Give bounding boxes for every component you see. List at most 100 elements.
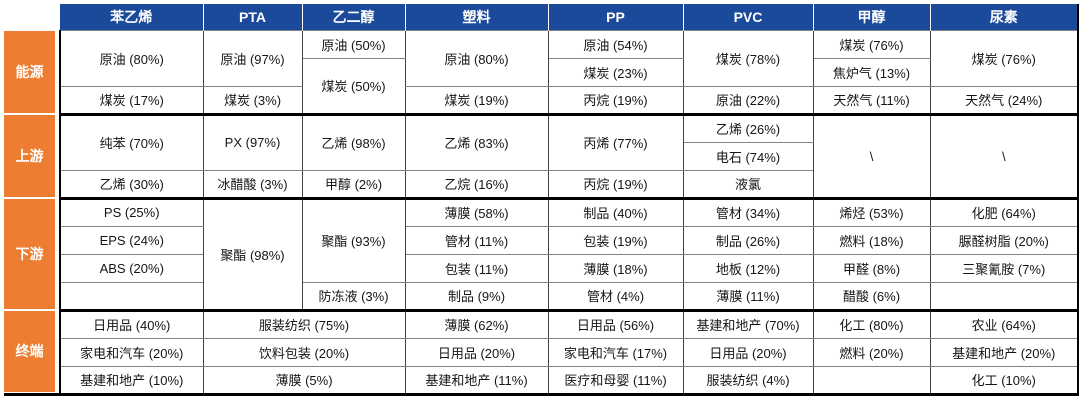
cell-energy-pvc-0: 煤炭 (78%) [682,29,814,87]
cell-terminal-pvc-2: 服装纺织 (4%) [682,365,814,395]
cell-upstream-pp-1: 丙烷 (19%) [547,169,684,199]
cell-downstream-pvc-1: 制品 (26%) [682,225,814,255]
cell-downstream-plastics-3: 制品 (9%) [404,281,549,311]
cell-energy-urea-0: 煤炭 (76%) [929,29,1079,87]
cell-energy-styrene-1: 煤炭 (17%) [59,85,204,115]
cell-downstream-urea-1: 脲醛树脂 (20%) [929,225,1079,255]
cell-downstream-pp-3: 管材 (4%) [547,281,684,311]
cell-downstream-pvc-3: 薄膜 (11%) [682,281,814,311]
section-label-upstream: 上游 [4,114,60,198]
cell-upstream-styrene-0: 纯苯 (70%) [59,112,204,171]
table-row: 基建和地产 (10%) 薄膜 (5%) 基建和地产 (11%) 医疗和母婴 (1… [4,365,1079,395]
cell-terminal-styrene-2: 基建和地产 (10%) [59,365,204,395]
table-row: 下游 PS (25%) 聚酯 (98%) 聚酯 (93%) 薄膜 (58%) 制… [4,196,1079,311]
cell-terminal-pp-2: 医疗和母婴 (11%) [547,365,684,395]
cell-downstream-plastics-1: 管材 (11%) [404,225,549,255]
header-row: 苯乙烯 PTA 乙二醇 塑料 PP PVC 甲醇 尿素 [4,4,1079,30]
cell-upstream-pta-0: PX (97%) [202,112,303,171]
cell-terminal-styrene-0: 日用品 (40%) [59,308,204,339]
cell-terminal-plastics-1: 日用品 (20%) [404,337,549,367]
cell-energy-plastics-0: 原油 (80%) [404,29,549,87]
table-row: 电石 (74%) [4,141,1078,171]
table-row: 能源 原油 (80%) 原油 (97%) 原油 (50%) 原油 (80%) 原… [4,29,1079,114]
cell-downstream-styrene-1: EPS (24%) [59,225,204,255]
cell-downstream-meg-0: 聚酯 (93%) [301,196,406,283]
section-label-terminal: 终端 [4,310,60,394]
cell-downstream-methanol-2: 甲醛 (8%) [812,253,931,283]
cell-upstream-plastics-1: 乙烷 (16%) [404,169,549,199]
cell-upstream-methanol-0: \ [812,112,931,199]
cell-downstream-pp-2: 薄膜 (18%) [547,253,684,283]
cell-downstream-pp-1: 包装 (19%) [547,225,684,255]
cell-energy-plastics-1: 煤炭 (19%) [404,85,549,115]
cell-energy-methanol-2: 天然气 (11%) [812,85,931,115]
cell-upstream-urea-0: \ [929,112,1079,199]
cell-downstream-plastics-2: 包装 (11%) [404,253,549,283]
cell-upstream-pvc-2: 液氯 [682,169,814,199]
table-row: 家电和汽车 (20%) 饮料包装 (20%) 日用品 (20%) 家电和汽车 (… [4,337,1079,367]
cell-downstream-urea-0: 化肥 (64%) [929,196,1079,227]
corner-cell [4,4,60,30]
table-row: 防冻液 (3%) 制品 (9%) 管材 (4%) 薄膜 (11%) 醋酸 (6%… [4,281,1079,311]
cell-upstream-pp-0: 丙烯 (77%) [547,112,684,171]
cell-downstream-methanol-0: 烯烃 (53%) [812,196,931,227]
cell-terminal-pp-0: 日用品 (56%) [547,308,684,339]
table-row: 煤炭 (17%) 煤炭 (3%) 煤炭 (19%) 丙烷 (19%) 原油 (2… [4,85,1079,115]
cell-upstream-meg-0: 乙烯 (98%) [301,112,406,171]
cell-downstream-urea-3 [929,281,1079,311]
cell-energy-methanol-0: 煤炭 (76%) [812,29,931,59]
cell-terminal-pvc-1: 日用品 (20%) [682,337,814,367]
cell-downstream-plastics-0: 薄膜 (58%) [404,196,549,227]
cell-upstream-plastics-0: 乙烯 (83%) [404,112,549,171]
cell-downstream-styrene-2: ABS (20%) [59,253,204,283]
cell-upstream-pvc-0: 乙烯 (26%) [682,112,814,143]
cell-terminal-urea-0: 农业 (64%) [929,308,1079,339]
cell-energy-styrene-0: 原油 (80%) [59,29,204,87]
cell-terminal-methanol-2 [812,365,931,395]
section-label-block: 下游 [4,199,55,309]
column-header-urea: 尿素 [929,4,1079,30]
cell-terminal-urea-2: 化工 (10%) [929,365,1079,395]
cell-downstream-methanol-1: 燃料 (18%) [812,225,931,255]
cell-downstream-pp-0: 制品 (40%) [547,196,684,227]
cell-energy-methanol-1: 焦炉气 (13%) [812,57,931,87]
section-label-energy: 能源 [4,30,60,114]
cell-terminal-plastics-0: 薄膜 (62%) [404,308,549,339]
cell-energy-pvc-1: 原油 (22%) [682,85,814,115]
cell-terminal-methanol-0: 化工 (80%) [812,308,931,339]
cell-terminal-pta-meg-2: 薄膜 (5%) [202,365,406,395]
table-row: 煤炭 (50%) 煤炭 (23%) 焦炉气 (13%) [4,57,1078,115]
cell-energy-pp-0: 原油 (54%) [547,29,684,59]
section-label-block: 能源 [4,31,55,113]
cell-terminal-styrene-1: 家电和汽车 (20%) [59,337,204,367]
section-label-block: 终端 [4,311,55,392]
cell-downstream-pta-0: 聚酯 (98%) [202,196,303,311]
cell-terminal-pp-1: 家电和汽车 (17%) [547,337,684,367]
cell-terminal-pta-meg-0: 服装纺织 (75%) [202,308,406,339]
cell-upstream-pvc-1: 电石 (74%) [682,141,814,171]
column-header-pta: PTA [202,4,303,30]
cell-energy-pta-1: 煤炭 (3%) [202,85,303,115]
cell-downstream-pvc-2: 地板 (12%) [682,253,814,283]
cell-energy-meg-0: 原油 (50%) [301,29,406,59]
cell-downstream-urea-2: 三聚氰胺 (7%) [929,253,1079,283]
cell-energy-pta-0: 原油 (97%) [202,29,303,87]
column-header-pvc: PVC [682,4,814,30]
column-header-meg: 乙二醇 [301,4,406,30]
cell-downstream-methanol-3: 醋酸 (6%) [812,281,931,311]
cell-upstream-meg-1: 甲醇 (2%) [301,169,406,199]
section-label-downstream: 下游 [4,198,60,310]
cell-energy-meg-1: 煤炭 (50%) [301,57,406,115]
column-header-methanol: 甲醇 [812,4,931,30]
cell-terminal-methanol-1: 燃料 (20%) [812,337,931,367]
cell-upstream-pta-1: 冰醋酸 (3%) [202,169,303,199]
cell-terminal-plastics-2: 基建和地产 (11%) [404,365,549,395]
table-row: ABS (20%) 包装 (11%) 薄膜 (18%) 地板 (12%) 甲醛 … [4,253,1079,283]
cell-downstream-styrene-0: PS (25%) [59,196,204,227]
table-row: 上游 纯苯 (70%) PX (97%) 乙烯 (98%) 乙烯 (83%) 丙… [4,112,1079,199]
table-row: 乙烯 (30%) 冰醋酸 (3%) 甲醇 (2%) 乙烷 (16%) 丙烷 (1… [4,169,1078,199]
column-header-pp: PP [547,4,684,30]
table-row: EPS (24%) 管材 (11%) 包装 (19%) 制品 (26%) 燃料 … [4,225,1079,255]
cell-downstream-meg-1: 防冻液 (3%) [301,281,406,311]
